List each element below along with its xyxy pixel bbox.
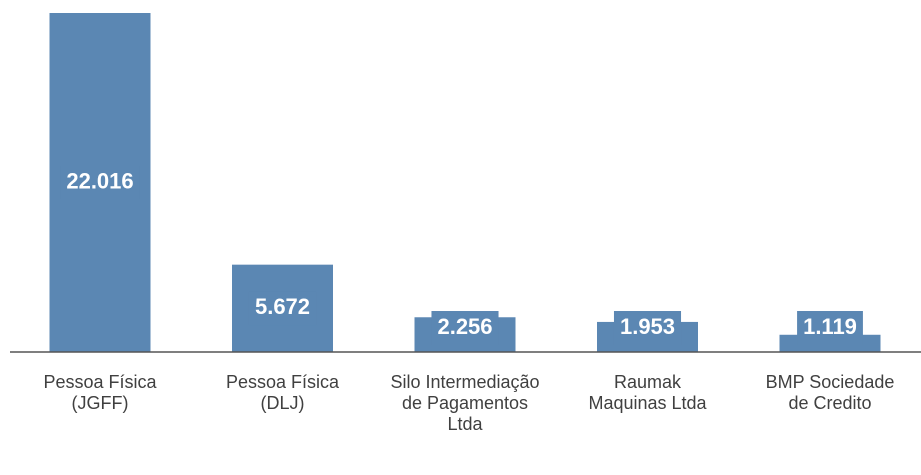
x-tick-label: BMP Sociedade de Credito bbox=[765, 372, 895, 413]
value-label: 5.672 bbox=[255, 294, 310, 319]
value-label: 1.119 bbox=[803, 314, 857, 339]
value-label: 2.256 bbox=[437, 314, 492, 339]
value-label-bg bbox=[60, 165, 140, 200]
value-label-bg bbox=[248, 291, 317, 326]
x-tick-label: Raumak Maquinas Ltda bbox=[588, 372, 707, 413]
value-label: 1.953 bbox=[620, 314, 675, 339]
value-label-bg bbox=[797, 311, 863, 345]
value-label-bg bbox=[613, 311, 682, 345]
x-tick-label: Pessoa Física (JGFF) bbox=[43, 372, 157, 413]
x-tick-label: Silo Intermediação de Pagamentos Ltda bbox=[390, 372, 540, 434]
value-label: 22.016 bbox=[66, 168, 133, 193]
value-label-bg bbox=[431, 311, 499, 345]
x-tick-label: Pessoa Física (DLJ) bbox=[225, 372, 340, 413]
